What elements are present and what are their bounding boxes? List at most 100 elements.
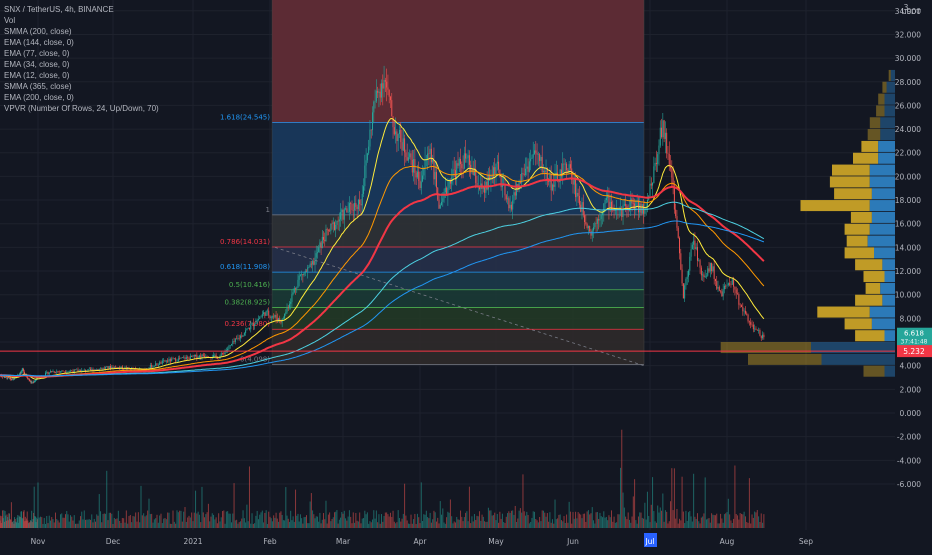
- volume-bar: [479, 511, 481, 528]
- candle-body: [755, 328, 757, 330]
- volume-bar: [559, 514, 561, 528]
- candle-body: [567, 169, 569, 173]
- volume-bar: [188, 515, 190, 528]
- candle-body: [231, 344, 232, 346]
- last-price-countdown: 37:41:48: [901, 339, 928, 346]
- indicator-ema-12[interactable]: EMA (12, close, 0): [4, 71, 70, 80]
- indicator-ema-34[interactable]: EMA (34, close, 0): [4, 60, 70, 69]
- time-axis[interactable]: Nov Dec 2021 Feb Mar Apr May Jun Jul Aug Sep: [0, 531, 896, 550]
- volume-bar: [34, 516, 36, 528]
- fib-level-label: 0.5(10.416): [229, 281, 270, 289]
- indicator-ema-144[interactable]: EMA (144, close, 0): [4, 38, 74, 47]
- vpvr-down-bar: [880, 129, 895, 141]
- candle-body: [594, 223, 596, 228]
- volume-bar: [3, 510, 5, 528]
- volume-bar: [198, 514, 200, 528]
- candle-body: [531, 157, 533, 159]
- indicator-smma-365[interactable]: SMMA (365, close): [4, 82, 72, 91]
- volume-bar: [424, 514, 426, 528]
- candle-body: [175, 358, 177, 362]
- vpvr-up-bar: [853, 152, 879, 164]
- volume-bar: [220, 517, 222, 528]
- volume-bar: [238, 522, 240, 528]
- candle-body: [655, 162, 657, 165]
- volume-bar: [635, 520, 637, 528]
- volume-bar: [281, 514, 283, 528]
- volume-bar: [475, 519, 477, 528]
- vpvr-up-bar: [850, 211, 872, 223]
- volume-bar: [680, 520, 682, 528]
- volume-bar: [720, 513, 722, 528]
- volume-bar: [245, 522, 247, 528]
- volume-bar: [279, 512, 281, 528]
- indicator-vol[interactable]: Vol: [4, 16, 16, 25]
- candle-body: [475, 168, 477, 183]
- candle-body: [374, 101, 376, 102]
- volume-bar: [742, 514, 744, 528]
- volume-bar: [416, 513, 418, 528]
- candle-body: [384, 80, 386, 82]
- volume-bar: [486, 521, 488, 528]
- volume-bar: [448, 512, 450, 528]
- candle-body: [206, 356, 208, 358]
- volume-bar: [607, 520, 609, 528]
- candle-body: [50, 371, 51, 373]
- candle-body: [389, 96, 391, 101]
- candle-body: [682, 283, 684, 299]
- price-axis[interactable]: 34.00032.00030.00028.00026.00024.00022.0…: [895, 0, 932, 550]
- volume-bar: [330, 521, 332, 528]
- time-tick-label: May: [488, 537, 504, 546]
- volume-bar: [21, 511, 23, 528]
- volume-bar: [80, 516, 81, 528]
- volume-bar: [173, 521, 175, 528]
- volume-bar: [43, 517, 45, 528]
- candle-body: [671, 168, 673, 178]
- candle-body: [341, 209, 343, 213]
- volume-bar: [405, 515, 407, 528]
- volume-bar: [714, 515, 716, 528]
- volume-bar: [83, 510, 85, 528]
- candle-body: [266, 310, 268, 312]
- candle-body: [760, 335, 762, 339]
- candle-body: [551, 184, 553, 191]
- candle-body: [254, 324, 256, 327]
- volume-bar: [503, 521, 505, 528]
- candle-body: [558, 180, 560, 183]
- volume-bar: [68, 521, 70, 528]
- vpvr-down-bar: [867, 235, 895, 247]
- candle-body: [762, 334, 764, 339]
- volume-bar: [247, 521, 249, 528]
- candle-body: [423, 168, 425, 176]
- indicator-ema-200[interactable]: EMA (200, close, 0): [4, 93, 74, 102]
- indicator-vpvr[interactable]: VPVR (Number Of Rows, 24, Up/Down, 70): [4, 104, 159, 113]
- volume-bar: [48, 515, 50, 528]
- candle-body: [420, 181, 422, 189]
- volume-bar: [33, 512, 35, 528]
- indicator-smma-200[interactable]: SMMA (200, close): [4, 27, 72, 36]
- volume-bar: [702, 516, 704, 528]
- volume-bar: [657, 505, 659, 528]
- candle-body: [585, 221, 587, 225]
- candle-body: [290, 301, 292, 304]
- volume-bar: [215, 517, 217, 528]
- volume-bar: [544, 512, 546, 528]
- volume-bar: [202, 512, 204, 528]
- symbol-title[interactable]: SNX / TetherUS, 4h, BINANCE: [4, 5, 114, 14]
- volume-bar: [487, 507, 489, 528]
- vpvr-down-bar: [884, 105, 895, 117]
- candle-body: [163, 360, 165, 361]
- indicator-ema-77[interactable]: EMA (77, close, 0): [4, 49, 70, 58]
- candle-body: [402, 138, 404, 151]
- volume-bar: [650, 504, 652, 528]
- time-tick-label: Apr: [414, 537, 428, 546]
- volume-bar: [621, 429, 623, 528]
- candle-body: [70, 370, 71, 372]
- volume-bar: [98, 494, 100, 528]
- candle-body: [296, 287, 298, 289]
- candle-body: [259, 317, 261, 320]
- volume-bar: [370, 522, 372, 528]
- vpvr-down-bar: [821, 353, 895, 365]
- vpvr-down-bar: [871, 188, 895, 200]
- volume-bar: [268, 511, 270, 528]
